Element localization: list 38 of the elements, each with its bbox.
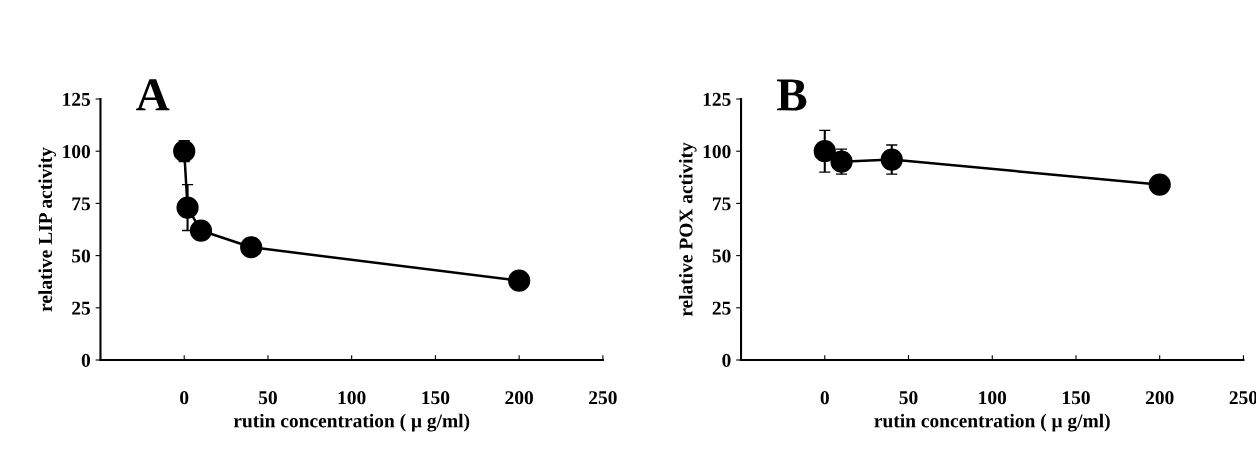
x-tick-label: 0 xyxy=(180,391,189,405)
chart-title: B xyxy=(776,79,807,111)
y-tick-label: 75 xyxy=(712,197,731,211)
x-axis-title: rutin concentration ( μ g/ml) xyxy=(233,413,470,432)
y-tick-label: 100 xyxy=(63,145,91,159)
point xyxy=(813,140,836,163)
x-tick-label: 150 xyxy=(422,391,450,405)
x-tick-label: 200 xyxy=(1145,391,1174,405)
y-tick-label: 25 xyxy=(72,301,91,315)
x-tick-label: 200 xyxy=(505,391,533,405)
y-tick-label: 75 xyxy=(72,197,91,211)
y-tick-label: 100 xyxy=(703,145,731,159)
y-tick-label: 125 xyxy=(703,92,731,106)
point xyxy=(830,150,853,173)
y-tick-label: 0 xyxy=(722,353,731,367)
point xyxy=(189,219,213,242)
chart-title: A xyxy=(136,79,170,111)
y-tick-label: 50 xyxy=(712,249,731,263)
y-axis-title: relative LIP activity xyxy=(38,147,57,312)
x-tick-label: 150 xyxy=(1062,391,1090,405)
y-tick-label: 50 xyxy=(72,249,91,263)
x-tick-label: 0 xyxy=(820,391,829,405)
point xyxy=(173,140,196,163)
point xyxy=(240,236,263,259)
point xyxy=(176,196,199,219)
x-tick-label: 100 xyxy=(979,391,1007,405)
point xyxy=(1148,173,1171,196)
x-tick-label: 100 xyxy=(338,391,366,405)
y-tick-label: 125 xyxy=(63,92,91,106)
y-axis-title: relative POX activity xyxy=(678,142,697,317)
x-tick-label: 50 xyxy=(259,391,277,405)
point xyxy=(508,269,531,292)
x-tick-label: 50 xyxy=(899,391,918,405)
x-tick-label: 250 xyxy=(589,391,617,405)
x-axis-title: rutin concentration ( μ g/ml) xyxy=(874,413,1110,432)
point xyxy=(880,148,903,171)
y-tick-label: 25 xyxy=(712,301,731,315)
y-tick-label: 0 xyxy=(81,353,91,367)
